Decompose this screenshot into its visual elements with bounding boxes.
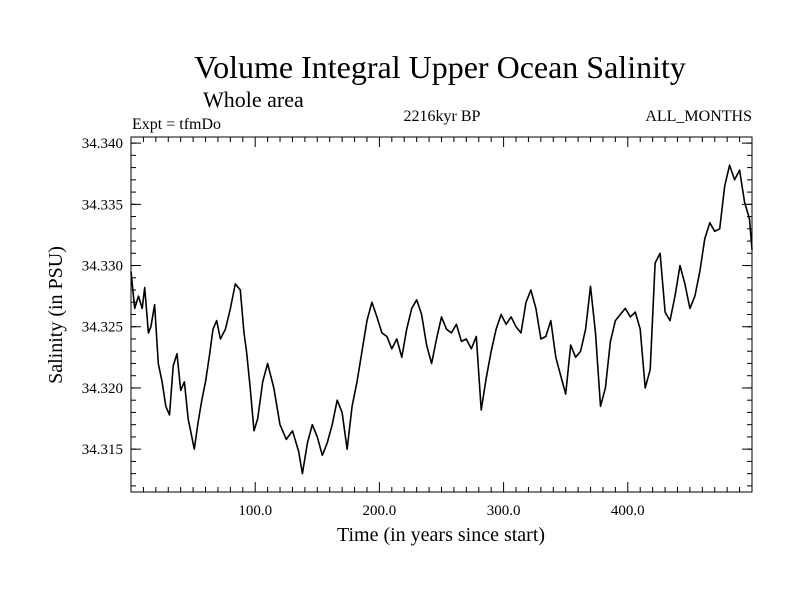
- y-tick-label: 34.315: [82, 442, 123, 458]
- y-axis-label: Salinity (in PSU): [45, 246, 67, 384]
- x-axis-label: Time (in years since start): [337, 524, 545, 546]
- y-tick-label: 34.325: [82, 320, 123, 336]
- period-label: 2216kyr BP: [404, 108, 481, 125]
- x-axis-ticks: [142, 137, 741, 492]
- x-tick-label: 400.0: [611, 503, 645, 519]
- x-axis-tick-labels: 100.0 200.0 300.0 400.0: [238, 503, 644, 519]
- chart-subtitle: Whole area: [203, 87, 304, 112]
- y-tick-label: 34.330: [82, 259, 123, 275]
- y-tick-label: 34.320: [82, 381, 123, 397]
- y-axis-ticks: [131, 142, 752, 487]
- chart-title: Volume Integral Upper Ocean Salinity: [194, 49, 686, 85]
- y-tick-label: 34.335: [82, 197, 123, 213]
- plot-frame: [130, 136, 753, 493]
- experiment-label: Expt = tfmDo: [132, 116, 221, 133]
- y-axis-tick-labels: 34.315 34.320 34.325 34.330 34.335 34.340: [82, 136, 123, 458]
- months-label: ALL_MONTHS: [645, 108, 752, 125]
- x-tick-label: 300.0: [487, 503, 521, 519]
- x-tick-label: 200.0: [363, 503, 397, 519]
- salinity-series-line: [130, 164, 753, 475]
- y-tick-label: 34.340: [82, 136, 123, 152]
- x-tick-label: 100.0: [238, 503, 272, 519]
